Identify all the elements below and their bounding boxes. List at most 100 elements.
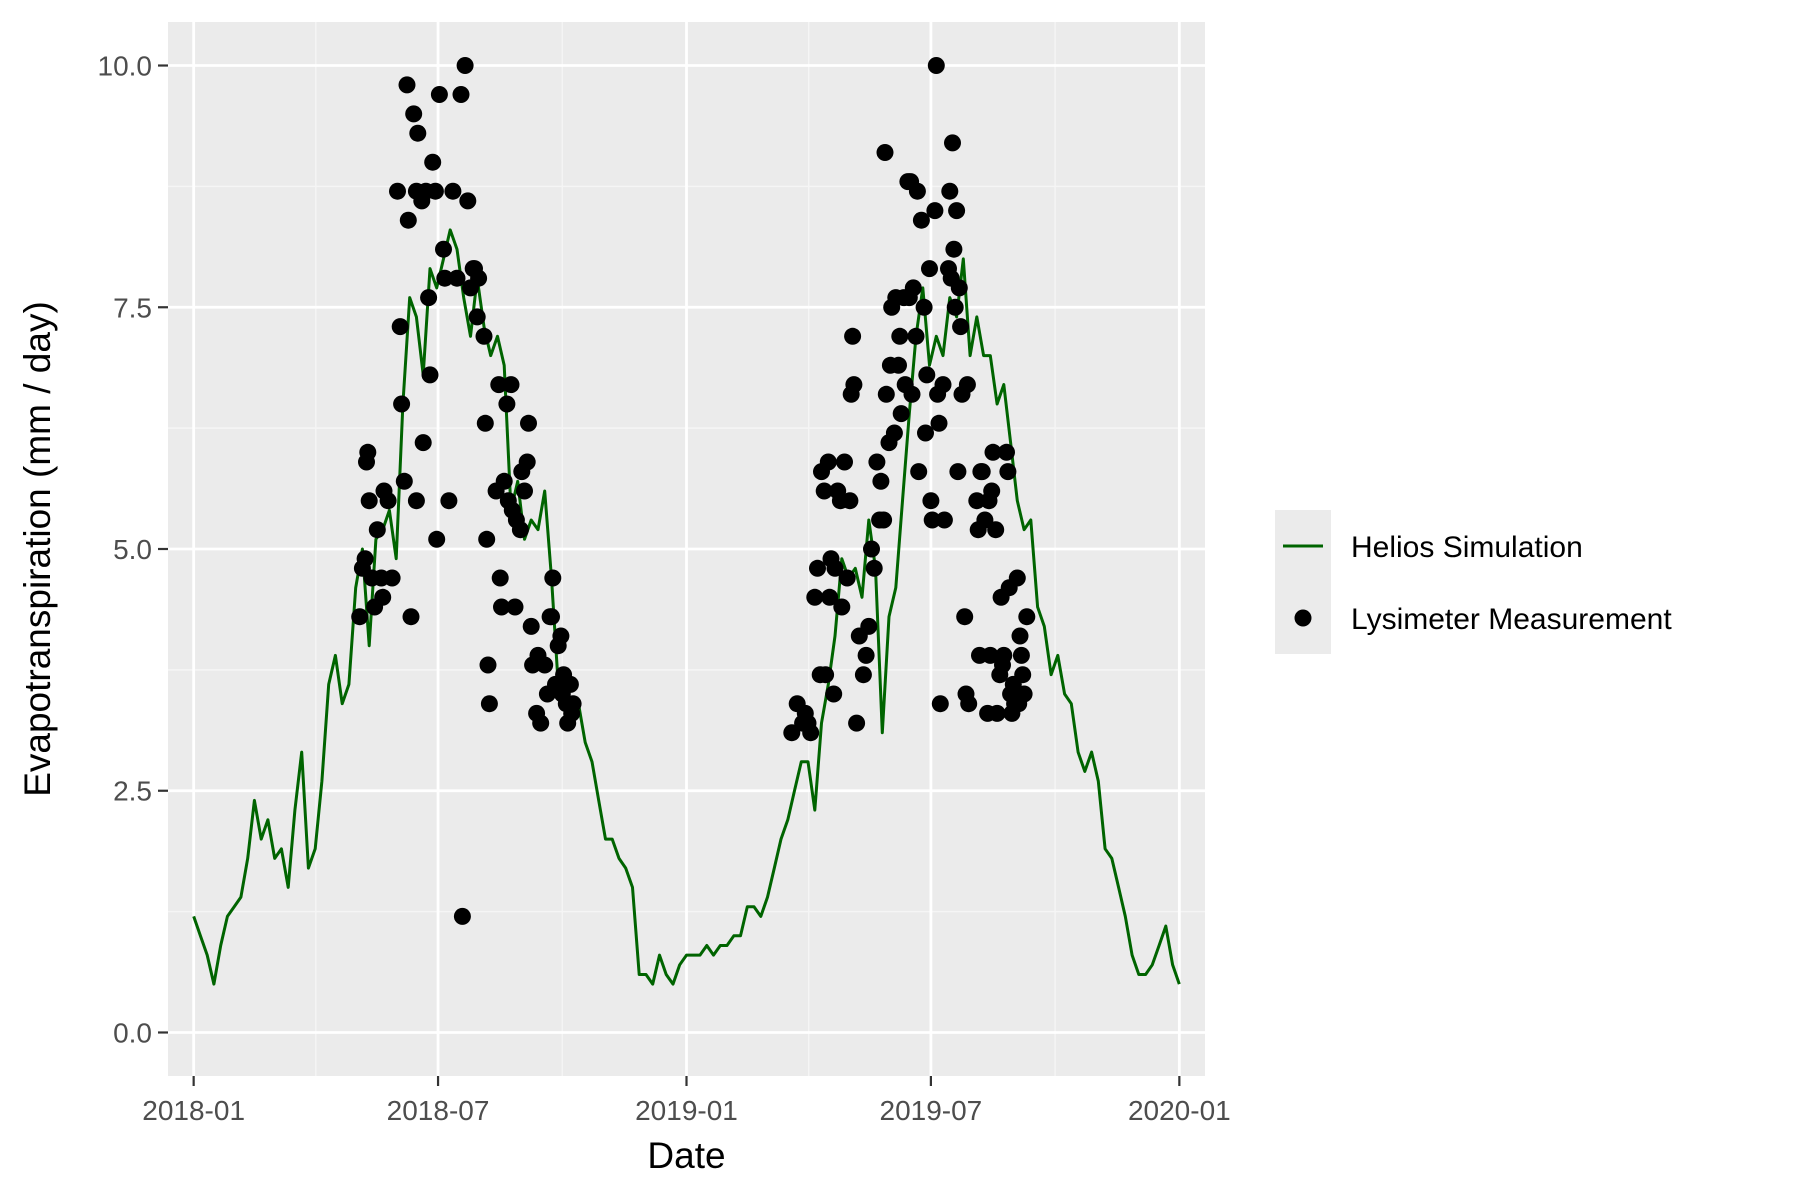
y-tick-label: 0.0 bbox=[113, 1017, 152, 1048]
lysimeter-point bbox=[1015, 685, 1033, 703]
lysimeter-point bbox=[999, 463, 1017, 481]
lysimeter-point bbox=[374, 588, 392, 606]
lysimeter-point bbox=[848, 714, 866, 732]
lysimeter-point bbox=[502, 376, 520, 394]
lysimeter-point bbox=[1018, 608, 1036, 626]
lysimeter-point bbox=[923, 511, 941, 529]
lysimeter-point bbox=[817, 666, 835, 684]
lysimeter-point bbox=[865, 559, 883, 577]
lysimeter-point bbox=[561, 675, 579, 693]
lysimeter-point bbox=[904, 279, 922, 297]
lysimeter-point bbox=[475, 327, 493, 345]
lysimeter-point bbox=[493, 598, 510, 616]
lysimeter-point bbox=[944, 134, 961, 152]
lysimeter-point bbox=[819, 453, 837, 471]
lysimeter-point bbox=[470, 269, 488, 287]
lysimeter-point bbox=[522, 617, 540, 635]
lysimeter-point bbox=[398, 76, 416, 94]
lysimeter-point bbox=[802, 724, 820, 742]
lysimeter-point bbox=[826, 559, 844, 577]
lysimeter-point bbox=[491, 569, 509, 587]
lysimeter-point bbox=[498, 395, 516, 413]
lysimeter-point bbox=[479, 656, 497, 674]
lysimeter-point bbox=[409, 124, 427, 142]
lysimeter-point bbox=[511, 521, 529, 539]
lysimeter-point bbox=[833, 598, 851, 616]
lysimeter-point bbox=[478, 530, 496, 548]
lysimeter-point bbox=[395, 472, 413, 490]
y-axis-title: Evapotranspiration (mm / day) bbox=[17, 301, 58, 797]
lysimeter-point bbox=[885, 424, 903, 442]
lysimeter-point bbox=[968, 492, 986, 510]
lysimeter-point bbox=[506, 598, 524, 616]
lysimeter-point bbox=[356, 550, 374, 568]
lysimeter-point bbox=[960, 695, 978, 713]
lysimeter-point bbox=[907, 327, 925, 345]
lysimeter-point bbox=[405, 105, 423, 123]
lysimeter-point bbox=[983, 482, 1001, 500]
lysimeter-point bbox=[564, 695, 582, 713]
lysimeter-point bbox=[948, 202, 966, 220]
lysimeter-point bbox=[857, 646, 875, 664]
y-axis: 0.0 2.5 5.0 7.5 10.0 bbox=[98, 51, 168, 1048]
lysimeter-point bbox=[452, 86, 470, 103]
lysimeter-point bbox=[360, 492, 378, 510]
lysimeter-point bbox=[1011, 627, 1029, 645]
lysimeter-point bbox=[368, 521, 386, 539]
lysimeter-point bbox=[806, 588, 824, 606]
lysimeter-point bbox=[420, 289, 438, 307]
lysimeter-point bbox=[922, 492, 940, 510]
x-tick-label: 2019-01 bbox=[635, 1095, 738, 1126]
lysimeter-point bbox=[359, 443, 377, 461]
lysimeter-point bbox=[921, 260, 938, 278]
lysimeter-point bbox=[935, 511, 953, 529]
lysimeter-point bbox=[516, 482, 533, 500]
lysimeter-point bbox=[459, 192, 477, 210]
lysimeter-point bbox=[988, 704, 1006, 722]
lysimeter-point bbox=[863, 540, 880, 558]
lysimeter-point bbox=[926, 202, 944, 220]
lysimeter-point bbox=[480, 695, 498, 713]
lysimeter-point bbox=[490, 376, 508, 394]
lysimeter-point bbox=[892, 405, 910, 423]
lysimeter-point bbox=[918, 366, 936, 384]
legend-label-simulation: Helios Simulation bbox=[1351, 531, 1583, 564]
lysimeter-point bbox=[845, 376, 863, 394]
lysimeter-point bbox=[389, 182, 406, 200]
lysimeter-point bbox=[518, 453, 536, 471]
legend-point-symbol bbox=[1294, 609, 1312, 627]
lysimeter-point bbox=[436, 269, 454, 287]
lysimeter-point bbox=[860, 617, 878, 635]
legend-label-measurement: Lysimeter Measurement bbox=[1351, 603, 1672, 636]
lysimeter-point bbox=[838, 569, 856, 587]
lysimeter-point bbox=[351, 608, 369, 626]
lysimeter-point bbox=[1014, 666, 1032, 684]
lysimeter-point bbox=[903, 385, 921, 403]
lysimeter-point bbox=[809, 559, 826, 577]
lysimeter-point bbox=[910, 463, 928, 481]
lysimeter-point bbox=[945, 240, 963, 258]
lysimeter-point bbox=[836, 453, 853, 471]
lysimeter-point bbox=[934, 376, 952, 394]
lysimeter-point bbox=[912, 211, 930, 229]
lysimeter-point bbox=[1008, 569, 1026, 587]
lysimeter-point bbox=[915, 298, 933, 316]
lysimeter-point bbox=[950, 279, 968, 297]
lysimeter-point bbox=[976, 511, 994, 529]
lysimeter-point bbox=[393, 395, 411, 413]
lysimeter-point bbox=[536, 656, 554, 674]
lysimeter-point bbox=[543, 608, 560, 626]
x-tick-label: 2018-01 bbox=[142, 1095, 245, 1126]
lysimeter-point bbox=[520, 414, 537, 432]
lysimeter-point bbox=[402, 608, 420, 626]
lysimeter-point bbox=[430, 86, 448, 103]
lysimeter-point bbox=[927, 57, 945, 74]
lysimeter-point bbox=[876, 144, 894, 161]
lysimeter-point bbox=[949, 463, 967, 481]
lysimeter-point bbox=[552, 627, 570, 645]
y-tick-label: 7.5 bbox=[113, 292, 152, 323]
lysimeter-point bbox=[453, 907, 471, 925]
lysimeter-point bbox=[958, 376, 976, 394]
legend: Helios Simulation Lysimeter Measurement bbox=[1275, 510, 1672, 654]
lysimeter-point bbox=[444, 182, 462, 200]
